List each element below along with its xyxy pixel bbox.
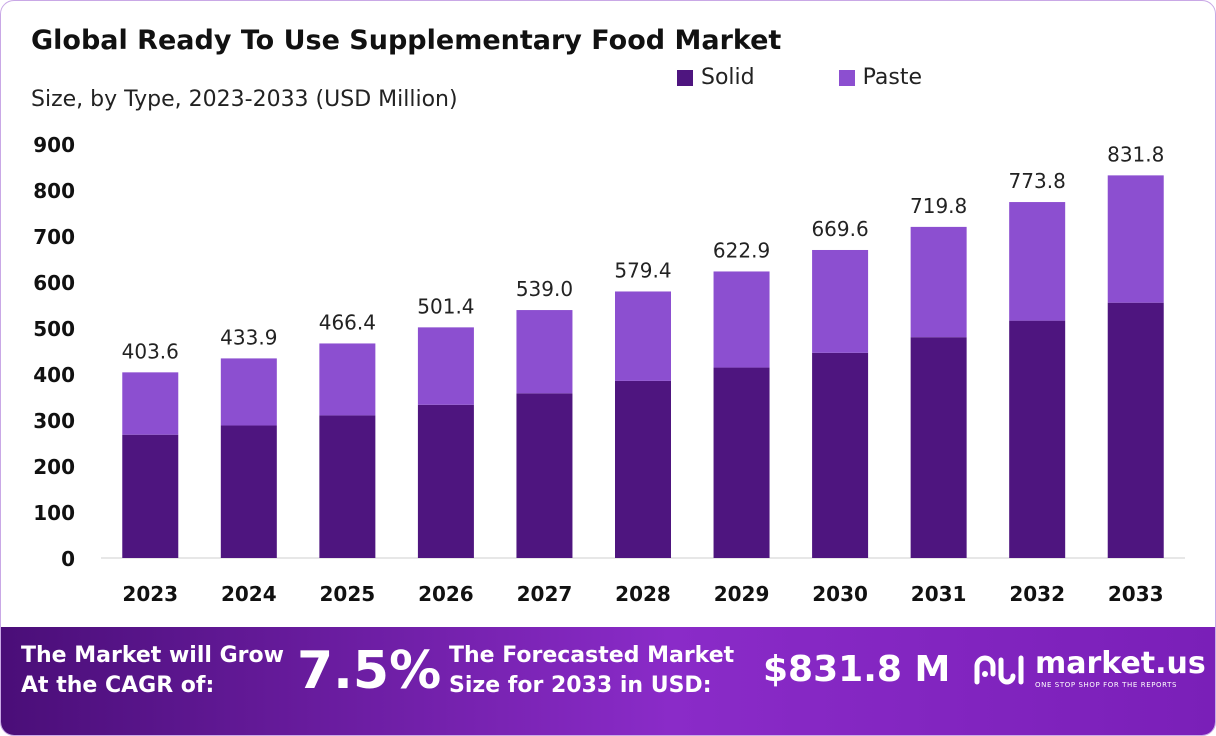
x-tick-label-2027: 2027	[517, 582, 573, 606]
bar-solid-2028	[615, 380, 671, 558]
brand-text: market.us ONE STOP SHOP FOR THE REPORTS	[1035, 646, 1206, 690]
forecast-value: $831.8 M	[763, 649, 951, 690]
y-tick-label: 800	[33, 179, 75, 203]
y-tick-label: 900	[33, 133, 75, 157]
data-label-2025: 466.4	[319, 310, 376, 334]
brand-name: market.us	[1035, 646, 1206, 681]
bar-solid-2032	[1009, 320, 1066, 558]
y-tick-label: 600	[33, 271, 75, 295]
x-tick-label-2029: 2029	[714, 582, 770, 606]
x-tick-label-2028: 2028	[615, 582, 671, 606]
legend-swatch-solid	[677, 69, 693, 86]
bar-chart: 0 100 200 300 400 500 600 700 800 900 403.6 2023 433…	[33, 133, 1185, 606]
x-tick-label-2030: 2030	[812, 582, 868, 606]
footer-banner: The Market will Grow At the CAGR of: 7.5…	[1, 627, 1215, 735]
y-tick-label: 400	[33, 363, 75, 387]
brand-logo: market.us ONE STOP SHOP FOR THE REPORTS	[971, 649, 1206, 689]
bar-solid-2023	[122, 434, 179, 558]
y-tick-label: 100	[33, 501, 75, 525]
legend-item-solid: Solid	[677, 65, 755, 90]
bar-paste-2024	[220, 358, 277, 426]
x-tick-label-2025: 2025	[320, 582, 376, 606]
chart-subtitle: Size, by Type, 2023-2033 (USD Million)	[31, 87, 458, 112]
y-tick-label: 500	[33, 317, 75, 341]
y-tick-label: 300	[33, 409, 75, 433]
y-tick-label: 0	[61, 547, 75, 571]
bar-solid-2029	[713, 367, 770, 558]
bar-paste-2033	[1107, 175, 1164, 303]
legend: Solid Paste	[677, 65, 922, 90]
bar-solid-2026	[417, 404, 474, 558]
bar-paste-2028	[615, 291, 671, 381]
bar-paste-2029	[713, 271, 770, 368]
legend-swatch-paste	[838, 69, 855, 86]
legend-label-solid: Solid	[701, 65, 755, 90]
bar-solid-2031	[910, 337, 967, 558]
market-us-logo-icon	[974, 655, 1024, 685]
data-label-2030: 669.6	[811, 217, 868, 241]
brand-tagline: ONE STOP SHOP FOR THE REPORTS	[1035, 681, 1178, 689]
data-label-2029: 622.9	[713, 238, 770, 262]
bar-solid-2027	[516, 393, 573, 558]
bar-solid-2025	[319, 415, 376, 558]
data-label-2027: 539.0	[516, 277, 573, 301]
bar-paste-2032	[1009, 202, 1066, 321]
bar-paste-2023	[122, 372, 179, 435]
x-tick-label-2026: 2026	[418, 582, 474, 606]
data-label-2024: 433.9	[220, 325, 277, 349]
y-tick-label: 700	[33, 225, 75, 249]
x-tick-label-2031: 2031	[911, 582, 967, 606]
x-tick-label-2033: 2033	[1108, 582, 1164, 606]
bar-solid-2033	[1107, 302, 1164, 558]
bar-solid-2030	[812, 352, 869, 558]
x-tick-label-2024: 2024	[221, 582, 277, 606]
cagr-value: 7.5%	[297, 641, 442, 701]
cagr-caption-line-1: The Market will Grow	[21, 643, 284, 668]
data-label-2033: 831.8	[1107, 142, 1164, 166]
bar-paste-2026	[417, 327, 474, 405]
bar-paste-2025	[319, 343, 376, 416]
x-tick-label-2023: 2023	[122, 582, 178, 606]
bar-paste-2030	[812, 249, 869, 353]
data-label-2032: 773.8	[1009, 169, 1066, 193]
bar-paste-2027	[516, 310, 573, 394]
x-tick-label-2032: 2032	[1009, 582, 1065, 606]
data-label-2023: 403.6	[122, 339, 179, 363]
cagr-caption-line-2: At the CAGR of:	[21, 673, 215, 698]
y-tick-label: 200	[33, 455, 75, 479]
bar-solid-2024	[220, 425, 277, 558]
cagr-caption: The Market will Grow At the CAGR of:	[21, 641, 284, 701]
data-label-2026: 501.4	[417, 294, 474, 318]
forecast-caption: The Forecasted Market Size for 2033 in U…	[449, 641, 734, 701]
forecast-caption-line-1: The Forecasted Market	[449, 643, 735, 668]
legend-label-paste: Paste	[862, 65, 923, 90]
data-label-2028: 579.4	[614, 258, 671, 282]
data-label-2031: 719.8	[910, 194, 967, 218]
forecast-caption-line-2: Size for 2033 in USD:	[449, 673, 712, 698]
legend-item-paste: Paste	[838, 65, 923, 90]
bar-paste-2031	[910, 226, 967, 338]
chart-title: Global Ready To Use Supplementary Food M…	[31, 25, 782, 56]
